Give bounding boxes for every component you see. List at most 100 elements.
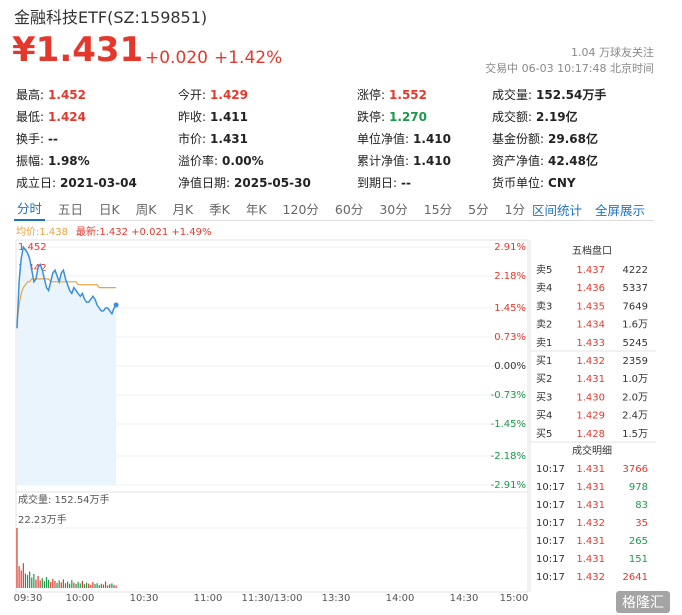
trade-time: 10:17 — [536, 518, 565, 529]
followers: 1.04 万球友关注 — [571, 46, 654, 59]
order-volume: 5245 — [623, 338, 648, 349]
pct-tick-label: -2.91% — [491, 480, 526, 491]
volume-bar — [20, 570, 22, 588]
stat-label: 跌停: — [357, 110, 386, 124]
stat-label: 成交量: — [492, 88, 533, 102]
order-side: 卖4 — [536, 282, 552, 294]
tab[interactable]: 五日 — [58, 201, 84, 217]
pct-tick-label: 0.73% — [494, 332, 526, 343]
tab[interactable]: 15分 — [423, 201, 453, 217]
volume-bar — [75, 583, 77, 588]
volume-bar — [50, 582, 52, 588]
volume-max-label: 22.23万手 — [18, 513, 67, 526]
stat-value: 1.552 — [389, 88, 428, 102]
watermark: 格隆汇 — [616, 591, 670, 613]
stat-value: 1.270 — [389, 110, 428, 124]
volume-bar — [83, 584, 86, 588]
volume-bar — [62, 579, 64, 588]
stat-value: 29.68亿 — [548, 132, 599, 146]
volume-bar — [113, 584, 115, 588]
volume-bar — [18, 566, 20, 588]
tab[interactable]: 30分 — [379, 201, 408, 217]
volume-bar — [56, 582, 58, 588]
stat: 成交量: 152.54万手 — [492, 86, 606, 103]
tab[interactable]: 分时 — [14, 196, 46, 221]
stat: 涨停: 1.552 — [357, 86, 427, 103]
tab-link[interactable]: 区间统计 — [532, 203, 583, 218]
stat-label: 成交额: — [492, 110, 533, 124]
pct-tick-label: -0.73% — [491, 390, 526, 401]
volume-bar — [107, 585, 109, 588]
x-tick-label: 13:30 — [322, 593, 351, 604]
order-volume: 1.5万 — [622, 429, 648, 440]
stat-label: 换手: — [16, 132, 45, 146]
y-tick-label: 1.452 — [18, 242, 47, 253]
stat: 换手: -- — [16, 130, 58, 147]
volume-bar — [26, 575, 29, 588]
trade-volume: 978 — [629, 482, 648, 493]
volume-bar — [31, 577, 33, 588]
stat-label: 资产净值: — [492, 154, 545, 168]
tab[interactable]: 季K — [209, 201, 230, 217]
stat-value: 2.19亿 — [536, 110, 578, 124]
trade-time: 10:17 — [536, 554, 565, 565]
tab[interactable]: 120分 — [282, 201, 319, 217]
stat: 今开: 1.429 — [178, 86, 248, 103]
stat: 累计净值: 1.410 — [357, 152, 451, 169]
tab[interactable]: 月K — [172, 201, 194, 217]
order-side: 买3 — [536, 391, 552, 403]
volume-bar — [35, 579, 37, 588]
stat: 最低: 1.424 — [16, 108, 86, 125]
order-volume: 2.4万 — [622, 411, 648, 422]
volume-bar — [77, 581, 79, 588]
tab[interactable]: 1分 — [504, 201, 526, 217]
stat-label: 最低: — [16, 110, 45, 124]
volume-bar — [94, 583, 96, 588]
tab[interactable]: 日K — [99, 201, 120, 217]
order-volume: 1.6万 — [622, 320, 648, 331]
stat-value: 2021-03-04 — [60, 176, 137, 190]
trade-time: 10:17 — [536, 536, 565, 547]
stat-value: 42.48亿 — [548, 154, 599, 168]
volume-bar — [29, 571, 31, 588]
volume-bar — [81, 580, 83, 588]
stat: 振幅: 1.98% — [16, 152, 90, 169]
stat-value: 1.452 — [48, 88, 87, 102]
tab[interactable]: 年K — [245, 201, 267, 217]
status: 交易中 06-03 10:17:48 北京时间 — [485, 62, 654, 75]
tab[interactable]: 周K — [135, 201, 157, 217]
order-price: 1.428 — [576, 429, 605, 440]
volume-bar — [115, 585, 117, 588]
order-price: 1.435 — [576, 301, 605, 312]
volume-bar — [109, 584, 111, 588]
order-side: 买5 — [536, 428, 552, 440]
stat: 最高: 1.452 — [16, 86, 86, 103]
stat-label: 单位净值: — [357, 132, 410, 146]
stat-label: 到期日: — [357, 176, 398, 190]
order-price: 1.430 — [576, 392, 605, 403]
order-price: 1.432 — [576, 356, 605, 367]
x-tick-label: 10:00 — [66, 593, 95, 604]
tab[interactable]: 5分 — [468, 201, 489, 217]
price-line — [16, 245, 117, 329]
stat-value: 0.00% — [222, 154, 264, 168]
trade-price: 1.431 — [576, 500, 605, 511]
trade-price: 1.432 — [576, 518, 605, 529]
stat-value: -- — [401, 176, 412, 190]
x-tick-label: 11:00 — [194, 593, 223, 604]
order-volume: 1.0万 — [622, 374, 648, 385]
stat: 货币单位: CNY — [492, 174, 576, 191]
order-side: 卖1 — [536, 337, 552, 349]
x-tick-label: 15:00 — [500, 593, 529, 604]
volume-bar — [24, 573, 27, 588]
volume-bar — [69, 583, 71, 588]
tab[interactable]: 60分 — [334, 201, 364, 217]
trade-volume: 2641 — [623, 572, 648, 583]
tab-link[interactable]: 全屏展示 — [595, 203, 646, 218]
latest-legend: 最新:1.432 +0.021 +1.49% — [76, 227, 212, 238]
order-volume: 7649 — [623, 301, 648, 312]
stat-label: 货币单位: — [492, 176, 545, 190]
volume-bar — [88, 583, 90, 588]
